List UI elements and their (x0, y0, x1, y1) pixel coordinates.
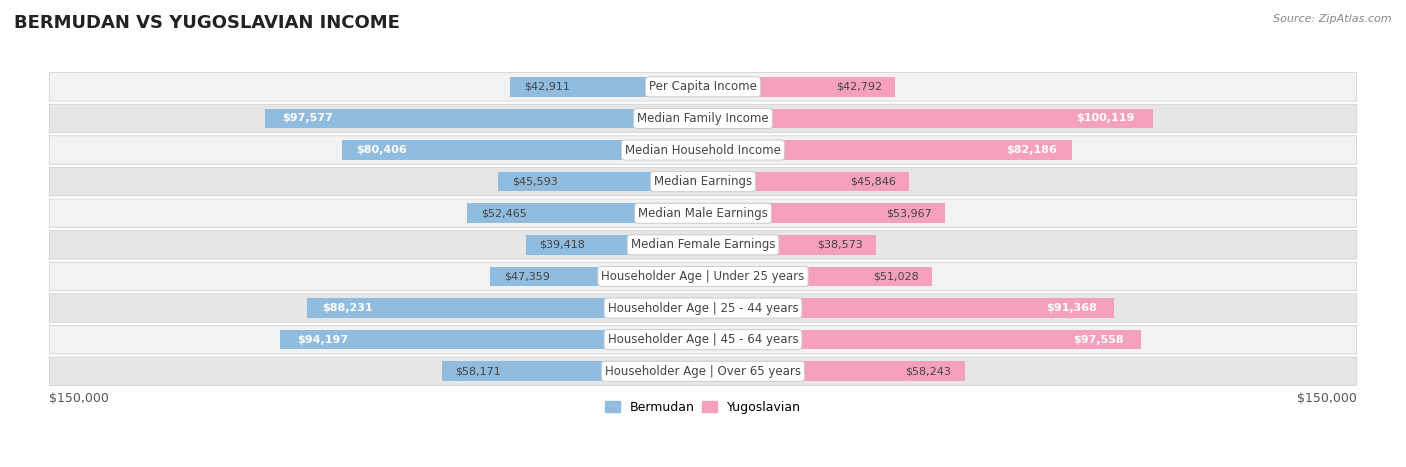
Text: Householder Age | 25 - 44 years: Householder Age | 25 - 44 years (607, 302, 799, 315)
Text: Householder Age | Under 25 years: Householder Age | Under 25 years (602, 270, 804, 283)
Text: $39,418: $39,418 (540, 240, 585, 250)
Text: Source: ZipAtlas.com: Source: ZipAtlas.com (1274, 14, 1392, 24)
Bar (703, 77, 896, 97)
Text: BERMUDAN VS YUGOSLAVIAN INCOME: BERMUDAN VS YUGOSLAVIAN INCOME (14, 14, 399, 32)
FancyBboxPatch shape (49, 262, 1357, 290)
Bar (491, 267, 703, 286)
FancyBboxPatch shape (49, 357, 1357, 385)
Bar (703, 298, 1114, 318)
Bar (498, 172, 703, 191)
Text: Householder Age | 45 - 64 years: Householder Age | 45 - 64 years (607, 333, 799, 346)
Bar (703, 140, 1073, 160)
Text: Median Female Earnings: Median Female Earnings (631, 238, 775, 251)
FancyBboxPatch shape (49, 231, 1357, 259)
FancyBboxPatch shape (49, 325, 1357, 354)
FancyBboxPatch shape (49, 168, 1357, 196)
Text: $94,197: $94,197 (297, 335, 347, 345)
Bar (441, 361, 703, 381)
Text: $97,577: $97,577 (283, 113, 333, 123)
Text: Median Earnings: Median Earnings (654, 175, 752, 188)
Bar (307, 298, 703, 318)
Text: Per Capita Income: Per Capita Income (650, 80, 756, 93)
Bar (526, 235, 703, 255)
Text: $150,000: $150,000 (49, 392, 110, 405)
FancyBboxPatch shape (49, 199, 1357, 227)
Text: $51,028: $51,028 (873, 271, 918, 282)
Text: $150,000: $150,000 (1296, 392, 1357, 405)
Text: $91,368: $91,368 (1046, 303, 1097, 313)
Text: $58,171: $58,171 (456, 366, 501, 376)
Bar (703, 235, 876, 255)
Bar (280, 330, 703, 349)
Text: Median Male Earnings: Median Male Earnings (638, 207, 768, 220)
FancyBboxPatch shape (49, 136, 1357, 164)
Bar (703, 204, 945, 223)
Text: $80,406: $80,406 (356, 145, 406, 155)
Bar (342, 140, 703, 160)
Text: Median Household Income: Median Household Income (626, 143, 780, 156)
Bar (703, 330, 1142, 349)
Bar (703, 267, 932, 286)
Bar (467, 204, 703, 223)
Text: $45,846: $45,846 (849, 177, 896, 187)
Text: $45,593: $45,593 (512, 177, 557, 187)
FancyBboxPatch shape (49, 294, 1357, 322)
Text: Median Family Income: Median Family Income (637, 112, 769, 125)
Legend: Bermudan, Yugoslavian: Bermudan, Yugoslavian (600, 396, 806, 419)
Text: $100,119: $100,119 (1077, 113, 1135, 123)
Text: $42,792: $42,792 (835, 82, 882, 92)
Bar (510, 77, 703, 97)
Text: $47,359: $47,359 (503, 271, 550, 282)
Text: $53,967: $53,967 (886, 208, 932, 218)
Text: $82,186: $82,186 (1007, 145, 1057, 155)
FancyBboxPatch shape (49, 104, 1357, 133)
Text: $88,231: $88,231 (322, 303, 373, 313)
Text: Householder Age | Over 65 years: Householder Age | Over 65 years (605, 365, 801, 378)
Bar (703, 109, 1153, 128)
Text: $42,911: $42,911 (523, 82, 569, 92)
Text: $58,243: $58,243 (905, 366, 952, 376)
Text: $38,573: $38,573 (817, 240, 863, 250)
Text: $52,465: $52,465 (481, 208, 526, 218)
Text: $97,558: $97,558 (1073, 335, 1123, 345)
Bar (703, 361, 965, 381)
Bar (264, 109, 703, 128)
FancyBboxPatch shape (49, 73, 1357, 101)
Bar (703, 172, 910, 191)
